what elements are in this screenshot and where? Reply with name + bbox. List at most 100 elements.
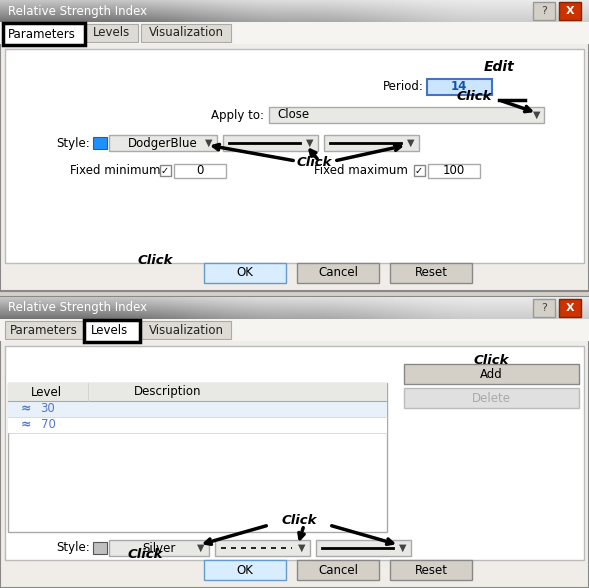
Text: Visualization: Visualization [148, 26, 223, 39]
FancyBboxPatch shape [0, 307, 589, 319]
Text: Fixed minimum: Fixed minimum [70, 165, 160, 178]
Text: ≈: ≈ [21, 403, 31, 416]
FancyBboxPatch shape [533, 2, 555, 20]
FancyBboxPatch shape [324, 135, 419, 151]
FancyBboxPatch shape [204, 560, 286, 580]
FancyBboxPatch shape [0, 10, 589, 22]
FancyBboxPatch shape [404, 388, 579, 408]
FancyBboxPatch shape [8, 417, 387, 433]
FancyBboxPatch shape [297, 560, 379, 580]
Text: Apply to:: Apply to: [211, 109, 264, 122]
Text: Reset: Reset [415, 266, 448, 279]
FancyBboxPatch shape [297, 263, 379, 283]
FancyBboxPatch shape [141, 24, 231, 42]
FancyBboxPatch shape [0, 319, 589, 341]
Text: ?: ? [541, 303, 547, 313]
FancyBboxPatch shape [0, 297, 589, 588]
FancyBboxPatch shape [559, 2, 581, 20]
FancyBboxPatch shape [86, 24, 138, 42]
Text: Relative Strength Index: Relative Strength Index [8, 5, 147, 18]
Text: Click: Click [282, 513, 317, 526]
FancyBboxPatch shape [160, 165, 171, 176]
Text: Click: Click [127, 549, 163, 562]
Text: Style:: Style: [57, 136, 90, 149]
Text: Reset: Reset [415, 563, 448, 576]
Text: ▼: ▼ [306, 138, 314, 148]
FancyBboxPatch shape [0, 0, 589, 22]
Text: 70: 70 [41, 419, 55, 432]
FancyBboxPatch shape [109, 135, 217, 151]
FancyBboxPatch shape [8, 383, 387, 532]
Text: X: X [565, 303, 574, 313]
Text: X: X [565, 6, 574, 16]
FancyBboxPatch shape [141, 321, 231, 339]
FancyBboxPatch shape [0, 0, 589, 11]
Text: ?: ? [541, 6, 547, 16]
Text: Click: Click [473, 355, 509, 368]
Text: Period:: Period: [383, 81, 424, 93]
FancyBboxPatch shape [404, 364, 579, 384]
Text: 0: 0 [196, 165, 204, 178]
Text: Relative Strength Index: Relative Strength Index [8, 302, 147, 315]
Text: Cancel: Cancel [318, 563, 358, 576]
Text: Click: Click [296, 156, 332, 169]
Text: Description: Description [134, 386, 202, 399]
FancyBboxPatch shape [223, 135, 318, 151]
FancyBboxPatch shape [559, 299, 581, 317]
FancyBboxPatch shape [390, 263, 472, 283]
Text: Edit: Edit [484, 60, 514, 74]
FancyBboxPatch shape [414, 165, 425, 176]
Text: OK: OK [237, 563, 253, 576]
Text: DodgerBlue: DodgerBlue [128, 136, 198, 149]
Text: 100: 100 [443, 165, 465, 178]
Text: ▼: ▼ [533, 110, 541, 120]
FancyBboxPatch shape [0, 297, 589, 308]
Text: 30: 30 [41, 403, 55, 416]
Text: Silver: Silver [143, 542, 176, 554]
FancyBboxPatch shape [428, 164, 480, 178]
FancyBboxPatch shape [533, 299, 555, 317]
FancyBboxPatch shape [215, 540, 310, 556]
Text: ✓: ✓ [161, 166, 169, 176]
FancyBboxPatch shape [427, 79, 492, 95]
Text: Click: Click [137, 255, 173, 268]
Text: ▼: ▼ [197, 543, 205, 553]
Text: Add: Add [479, 368, 502, 380]
Text: 14: 14 [451, 81, 467, 93]
Text: Level: Level [31, 386, 62, 399]
FancyBboxPatch shape [5, 321, 83, 339]
FancyBboxPatch shape [5, 49, 584, 263]
Text: Levels: Levels [94, 26, 131, 39]
FancyBboxPatch shape [84, 320, 140, 342]
FancyBboxPatch shape [0, 22, 589, 44]
Text: Visualization: Visualization [148, 323, 223, 336]
Text: ≈: ≈ [21, 419, 31, 432]
Text: ▼: ▼ [407, 138, 415, 148]
FancyBboxPatch shape [269, 107, 544, 123]
FancyBboxPatch shape [8, 383, 387, 401]
FancyBboxPatch shape [0, 0, 589, 291]
FancyBboxPatch shape [316, 540, 411, 556]
Text: ▼: ▼ [205, 138, 213, 148]
Text: Parameters: Parameters [8, 28, 76, 41]
Text: Parameters: Parameters [10, 323, 78, 336]
Text: Cancel: Cancel [318, 266, 358, 279]
Text: Levels: Levels [91, 325, 128, 338]
Text: ▼: ▼ [399, 543, 407, 553]
FancyBboxPatch shape [8, 401, 387, 417]
Text: OK: OK [237, 266, 253, 279]
Text: Fixed maximum: Fixed maximum [314, 165, 408, 178]
FancyBboxPatch shape [5, 346, 584, 560]
FancyBboxPatch shape [204, 263, 286, 283]
FancyBboxPatch shape [3, 23, 85, 45]
FancyBboxPatch shape [0, 297, 589, 319]
Text: ▼: ▼ [298, 543, 306, 553]
FancyBboxPatch shape [174, 164, 226, 178]
FancyBboxPatch shape [93, 542, 107, 554]
FancyBboxPatch shape [109, 540, 209, 556]
Text: Delete: Delete [472, 392, 511, 405]
Text: ✓: ✓ [415, 166, 423, 176]
FancyBboxPatch shape [390, 560, 472, 580]
Text: Click: Click [456, 91, 492, 103]
Text: Close: Close [277, 109, 309, 122]
